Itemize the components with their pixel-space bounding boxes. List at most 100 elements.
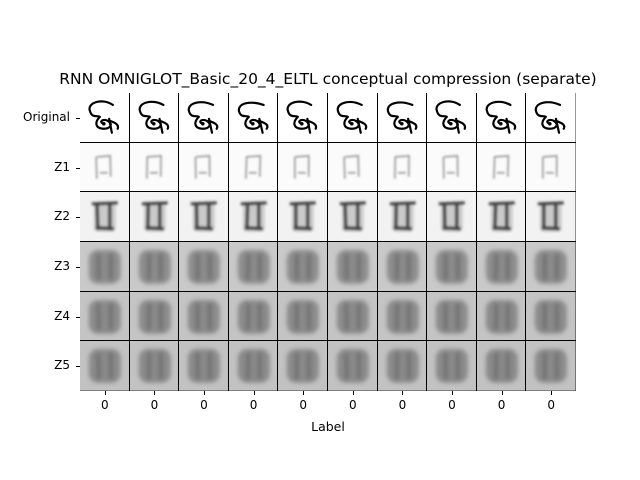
cell-r5-c1: [130, 341, 180, 391]
reconstruction-image: [328, 341, 378, 391]
x-tick: [402, 391, 403, 395]
x-tick: [154, 391, 155, 395]
cell-r1-c4: [278, 143, 328, 193]
reconstruction-image: [378, 143, 428, 193]
cell-r3-c0: [80, 242, 130, 292]
cell-r0-c7: [427, 93, 477, 143]
cell-r5-c7: [427, 341, 477, 391]
glyph-dot: [499, 122, 503, 126]
cell-r4-c4: [278, 292, 328, 342]
glyph-dot: [102, 122, 106, 126]
reconstruction-image: [229, 242, 279, 292]
reconstruction-image: [378, 341, 428, 391]
reconstruction-image: [80, 242, 130, 292]
original-glyph-image: [278, 93, 328, 143]
cell-r3-c4: [278, 242, 328, 292]
reconstruction-image: [477, 341, 527, 391]
reconstruction-image: [278, 341, 328, 391]
cell-r0-c9: [526, 93, 576, 143]
row-label: Z3: [54, 259, 70, 273]
cell-r5-c0: [80, 341, 130, 391]
row-label: Z1: [54, 160, 70, 174]
reconstruction-image: [477, 292, 527, 342]
cell-r5-c4: [278, 341, 328, 391]
cell-r1-c8: [477, 143, 527, 193]
row-label: Original: [23, 110, 70, 124]
row-label: Z4: [54, 309, 70, 323]
figure-title: RNN OMNIGLOT_Basic_20_4_ELTL conceptual …: [0, 70, 640, 88]
original-glyph-image: [130, 93, 180, 143]
cell-r4-c9: [526, 292, 576, 342]
reconstruction-image: [278, 143, 328, 193]
original-glyph-image: [477, 93, 527, 143]
cell-r3-c1: [130, 242, 180, 292]
cell-r2-c9: [526, 192, 576, 242]
cell-r4-c7: [427, 292, 477, 342]
cell-r4-c3: [229, 292, 279, 342]
cell-r0-c1: [130, 93, 180, 143]
reconstruction-image: [130, 341, 180, 391]
cell-r1-c0: [80, 143, 130, 193]
glyph-dot: [350, 122, 354, 126]
reconstruction-image: [328, 143, 378, 193]
reconstruction-image: [378, 292, 428, 342]
reconstruction-image: [526, 292, 576, 342]
cell-r4-c8: [477, 292, 527, 342]
column-label: 0: [487, 398, 517, 412]
column-label: 0: [189, 398, 219, 412]
cell-r2-c2: [179, 192, 229, 242]
cell-r5-c8: [477, 341, 527, 391]
cell-r3-c2: [179, 242, 229, 292]
original-glyph-image: [229, 93, 279, 143]
reconstruction-image: [378, 242, 428, 292]
cell-r0-c4: [278, 93, 328, 143]
glyph-dot: [251, 122, 255, 126]
reconstruction-image: [80, 192, 130, 242]
cell-r4-c1: [130, 292, 180, 342]
cell-r3-c8: [477, 242, 527, 292]
reconstruction-image: [427, 341, 477, 391]
reconstruction-image: [179, 143, 229, 193]
cell-r1-c5: [328, 143, 378, 193]
x-tick: [353, 391, 354, 395]
x-tick: [105, 391, 106, 395]
reconstruction-image: [427, 192, 477, 242]
cell-r4-c6: [378, 292, 428, 342]
cell-r2-c6: [378, 192, 428, 242]
reconstruction-image: [179, 242, 229, 292]
reconstruction-image: [526, 341, 576, 391]
reconstruction-image: [278, 192, 328, 242]
reconstruction-image: [526, 143, 576, 193]
column-label: 0: [437, 398, 467, 412]
cell-r1-c7: [427, 143, 477, 193]
glyph-dot: [449, 122, 453, 126]
cell-r2-c8: [477, 192, 527, 242]
cell-r4-c5: [328, 292, 378, 342]
reconstruction-image: [378, 192, 428, 242]
cell-r3-c3: [229, 242, 279, 292]
row-label: Z2: [54, 209, 70, 223]
cell-r0-c6: [378, 93, 428, 143]
y-tick: [76, 217, 80, 218]
reconstruction-image: [130, 242, 180, 292]
original-glyph-image: [378, 93, 428, 143]
cell-r3-c7: [427, 242, 477, 292]
cell-r1-c6: [378, 143, 428, 193]
row-label: Z5: [54, 358, 70, 372]
column-label: 0: [288, 398, 318, 412]
reconstruction-image: [130, 292, 180, 342]
column-label: 0: [536, 398, 566, 412]
x-tick: [303, 391, 304, 395]
column-label: 0: [387, 398, 417, 412]
reconstruction-image: [130, 192, 180, 242]
cell-r2-c1: [130, 192, 180, 242]
cell-r4-c0: [80, 292, 130, 342]
cell-r0-c5: [328, 93, 378, 143]
cell-r4-c2: [179, 292, 229, 342]
cell-r2-c3: [229, 192, 279, 242]
cell-r2-c4: [278, 192, 328, 242]
glyph-dot: [201, 122, 205, 126]
x-tick: [254, 391, 255, 395]
reconstruction-image: [477, 242, 527, 292]
glyph-dot: [548, 122, 552, 126]
